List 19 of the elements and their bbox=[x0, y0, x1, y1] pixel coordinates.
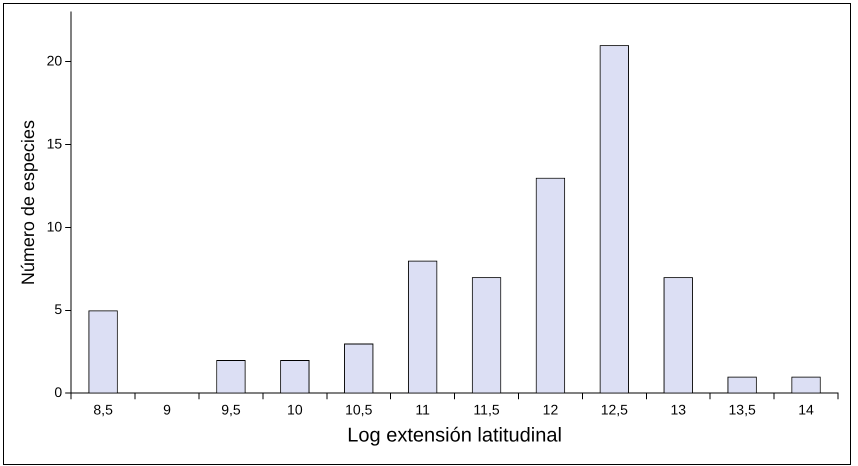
x-tick-label: 11 bbox=[415, 401, 430, 418]
x-tick-label: 11,5 bbox=[473, 401, 500, 418]
y-tick-label: 10 bbox=[46, 218, 62, 234]
x-tick-label: 8,5 bbox=[93, 401, 114, 418]
y-tick-label: 15 bbox=[46, 135, 62, 152]
x-tick-label: 12,5 bbox=[600, 401, 628, 418]
x-tick-label: 9,5 bbox=[221, 401, 241, 418]
x-tick-label: 10 bbox=[287, 401, 303, 418]
x-tick-label: 13,5 bbox=[728, 401, 756, 418]
x-tick-label: 9 bbox=[163, 401, 172, 418]
x-axis-title: Log extensión latitudinal bbox=[347, 424, 562, 447]
x-tick-label: 14 bbox=[798, 401, 814, 418]
x-tick-label: 13 bbox=[670, 401, 686, 418]
y-tick-label: 5 bbox=[54, 301, 62, 318]
x-tick-label: 10,5 bbox=[345, 401, 373, 418]
y-tick-label: 20 bbox=[46, 52, 62, 69]
x-tick-label: 12 bbox=[542, 401, 558, 418]
y-axis-title: Número de especies bbox=[18, 120, 38, 286]
y-tick-label: 0 bbox=[54, 384, 62, 400]
